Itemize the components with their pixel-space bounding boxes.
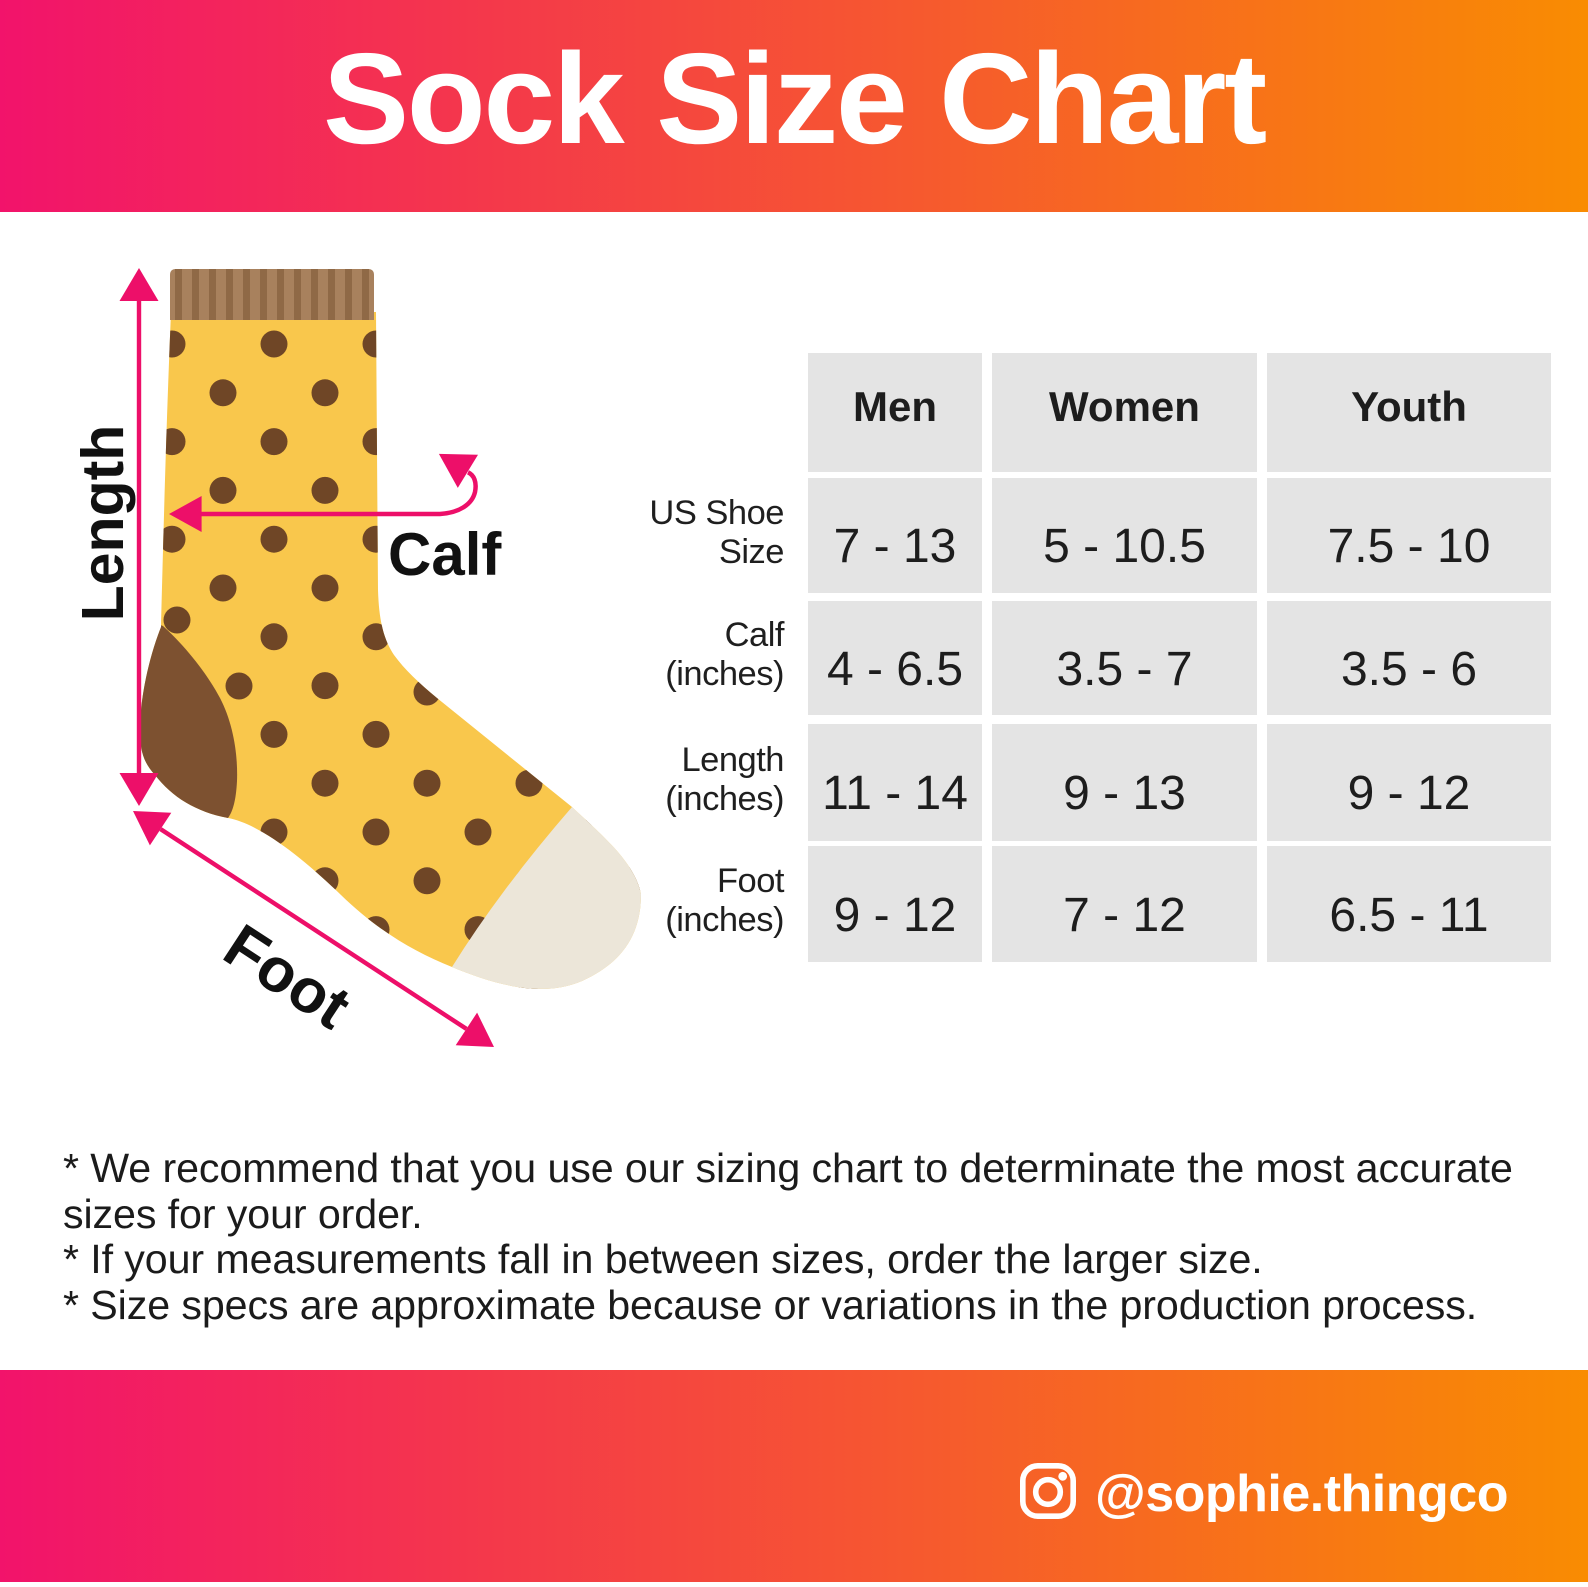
svg-text:Calf: Calf [388,521,502,588]
svg-text:Foot: Foot [212,911,362,1042]
svg-text:Length: Length [70,425,136,622]
